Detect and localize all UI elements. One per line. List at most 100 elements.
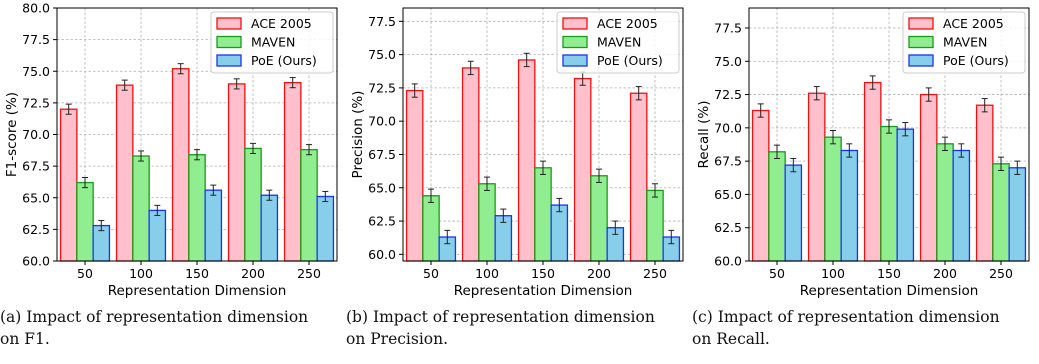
bar — [132, 155, 150, 262]
x-tick-label: 250 — [989, 266, 1013, 281]
bar — [880, 125, 898, 262]
y-tick-label: 62.5 — [22, 222, 50, 237]
bar — [244, 147, 262, 262]
y-tick-label: 67.5 — [714, 154, 742, 169]
x-tick-label: 150 — [877, 266, 901, 281]
bar — [629, 92, 648, 262]
bar — [59, 108, 78, 262]
y-tick-label: 62.5 — [368, 214, 396, 229]
bar — [115, 84, 134, 262]
caption-b: (b) Impact of representation dimension o… — [346, 308, 655, 348]
x-tick-label: 100 — [475, 266, 499, 281]
bar — [316, 195, 335, 262]
f1-chart: 60.0 62.5 65.0 67.5 70.0 72.5 75.0 77.5 80.0 50 10… — [4, 1, 338, 299]
y-tick-label: 65.0 — [368, 180, 396, 195]
y-tick-label: 72.5 — [714, 87, 742, 102]
x-tick-label: 50 — [77, 266, 93, 281]
precision-chart: 60.0 62.5 65.0 67.5 70.0 72.5 75.0 77.5 50 100 150… — [350, 7, 684, 299]
legend-label: ACE 2005 — [251, 16, 312, 31]
bar — [896, 128, 915, 262]
bar — [76, 181, 94, 262]
bar — [863, 81, 882, 262]
y-tick-label: 72.5 — [22, 95, 50, 110]
bar — [590, 175, 608, 262]
bar — [952, 149, 971, 262]
bar — [751, 109, 770, 262]
x-tick-label: 200 — [241, 266, 265, 281]
bar — [405, 89, 424, 262]
y-tick-label: 60.0 — [714, 254, 742, 269]
y-tick-label: 60.0 — [368, 247, 396, 262]
bar — [148, 209, 167, 262]
caption-c: (c) Impact of representation dimension o… — [692, 308, 1000, 348]
bar — [534, 167, 552, 262]
x-tick-label: 50 — [769, 266, 785, 281]
bar — [171, 68, 190, 262]
bar — [188, 154, 206, 262]
legend-label: ACE 2005 — [597, 16, 658, 31]
x-axis-label: Representation Dimension — [108, 283, 287, 299]
bar — [975, 104, 994, 262]
x-tick-label: 200 — [933, 266, 957, 281]
bar — [517, 59, 536, 262]
bar — [1008, 167, 1027, 262]
bar — [919, 93, 938, 262]
y-axis-label: Precision (%) — [350, 91, 366, 179]
bar — [992, 163, 1010, 262]
legend-swatch — [562, 17, 588, 30]
y-tick-label: 65.0 — [22, 190, 50, 205]
bar — [204, 189, 223, 262]
y-tick-label: 75.0 — [22, 64, 50, 79]
legend-swatch — [562, 54, 588, 67]
y-axis-label: Recall (%) — [696, 101, 712, 169]
bar — [646, 189, 664, 262]
bar — [573, 77, 592, 262]
x-tick-label: 250 — [297, 266, 321, 281]
legend: ACE 2005 MAVEN PoE (Ours) — [556, 11, 680, 74]
bar — [550, 204, 569, 262]
legend-swatch — [216, 17, 242, 30]
y-tick-label: 72.5 — [368, 80, 396, 95]
legend-swatch — [908, 35, 934, 49]
recall-chart: 60.0 62.5 65.0 67.5 70.0 72.5 75.0 77.5 50 100 150… — [696, 7, 1030, 299]
y-tick-label: 75.0 — [714, 54, 742, 69]
x-tick-label: 100 — [821, 266, 845, 281]
bar — [478, 183, 496, 262]
bar — [936, 143, 954, 262]
bar — [768, 151, 786, 262]
y-tick-label: 70.0 — [22, 127, 50, 142]
legend-swatch — [908, 54, 934, 67]
bar — [422, 195, 440, 262]
y-tick-label: 67.5 — [22, 159, 50, 174]
y-tick-label: 77.5 — [22, 32, 50, 47]
legend-label: MAVEN — [597, 35, 641, 50]
y-tick-label: 77.5 — [714, 20, 742, 35]
bar — [300, 149, 318, 262]
y-tick-label: 62.5 — [714, 220, 742, 235]
bar — [784, 164, 803, 262]
legend: ACE 2005 MAVEN PoE (Ours) — [902, 11, 1026, 74]
legend-label: ACE 2005 — [943, 16, 1004, 31]
y-tick-label: 60.0 — [22, 254, 50, 269]
bar — [227, 83, 246, 262]
y-tick-label: 77.5 — [368, 14, 396, 29]
x-axis-label: Representation Dimension — [454, 283, 633, 299]
y-tick-label: 70.0 — [714, 120, 742, 135]
y-axis-label: F1-score (%) — [4, 92, 20, 177]
x-tick-label: 200 — [587, 266, 611, 281]
y-tick-label: 67.5 — [368, 147, 396, 162]
bar — [283, 81, 302, 262]
y-tick-label: 75.0 — [368, 47, 396, 62]
caption-a: (a) Impact of representation dimension o… — [0, 308, 309, 348]
legend-swatch — [216, 35, 242, 49]
bar — [824, 136, 842, 262]
legend-swatch — [908, 17, 934, 30]
legend-label: MAVEN — [943, 35, 987, 50]
legend-swatch — [562, 35, 588, 49]
legend-label: PoE (Ours) — [597, 53, 663, 68]
bar — [840, 149, 859, 262]
x-tick-label: 150 — [531, 266, 555, 281]
x-tick-label: 50 — [423, 266, 439, 281]
bar — [807, 92, 826, 262]
legend-label: MAVEN — [251, 35, 295, 50]
